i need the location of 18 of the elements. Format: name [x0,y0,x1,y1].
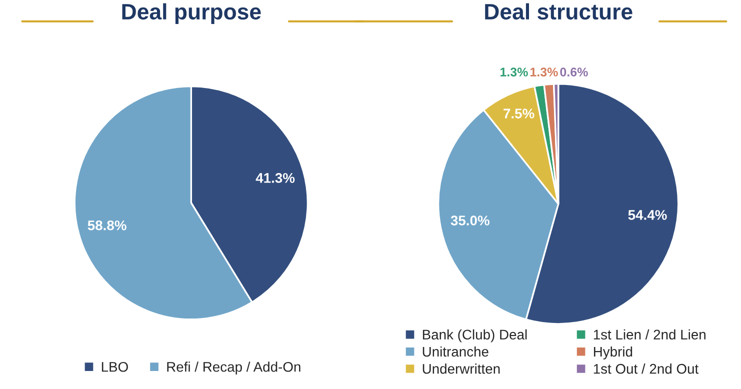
chart-title: Deal structure [485,3,632,20]
legend-label: LBO [102,362,128,372]
legend-label: Bank (Club) Deal [422,329,527,342]
legend-label: 1st Out / 2nd Out [594,364,699,374]
chart-title: Deal purpose [122,3,261,24]
legend-label: Unitranche [422,346,488,357]
data-label: 54.4% [628,210,667,220]
legend-label: Underwritten [422,364,500,374]
legend-label: Refi / Recap / Add-On [167,362,300,375]
legend-label: 1st Lien / 2nd Lien [594,329,706,340]
legend-label: Hybrid [594,346,632,360]
data-label: 0.6% [560,68,588,76]
data-label: 58.8% [88,220,126,230]
data-label: 7.5% [504,108,534,118]
data-label: 1.3% [500,68,528,76]
data-label: 41.3% [256,173,295,183]
data-label: 1.3% [530,68,558,76]
data-label: 35.0% [450,216,490,226]
